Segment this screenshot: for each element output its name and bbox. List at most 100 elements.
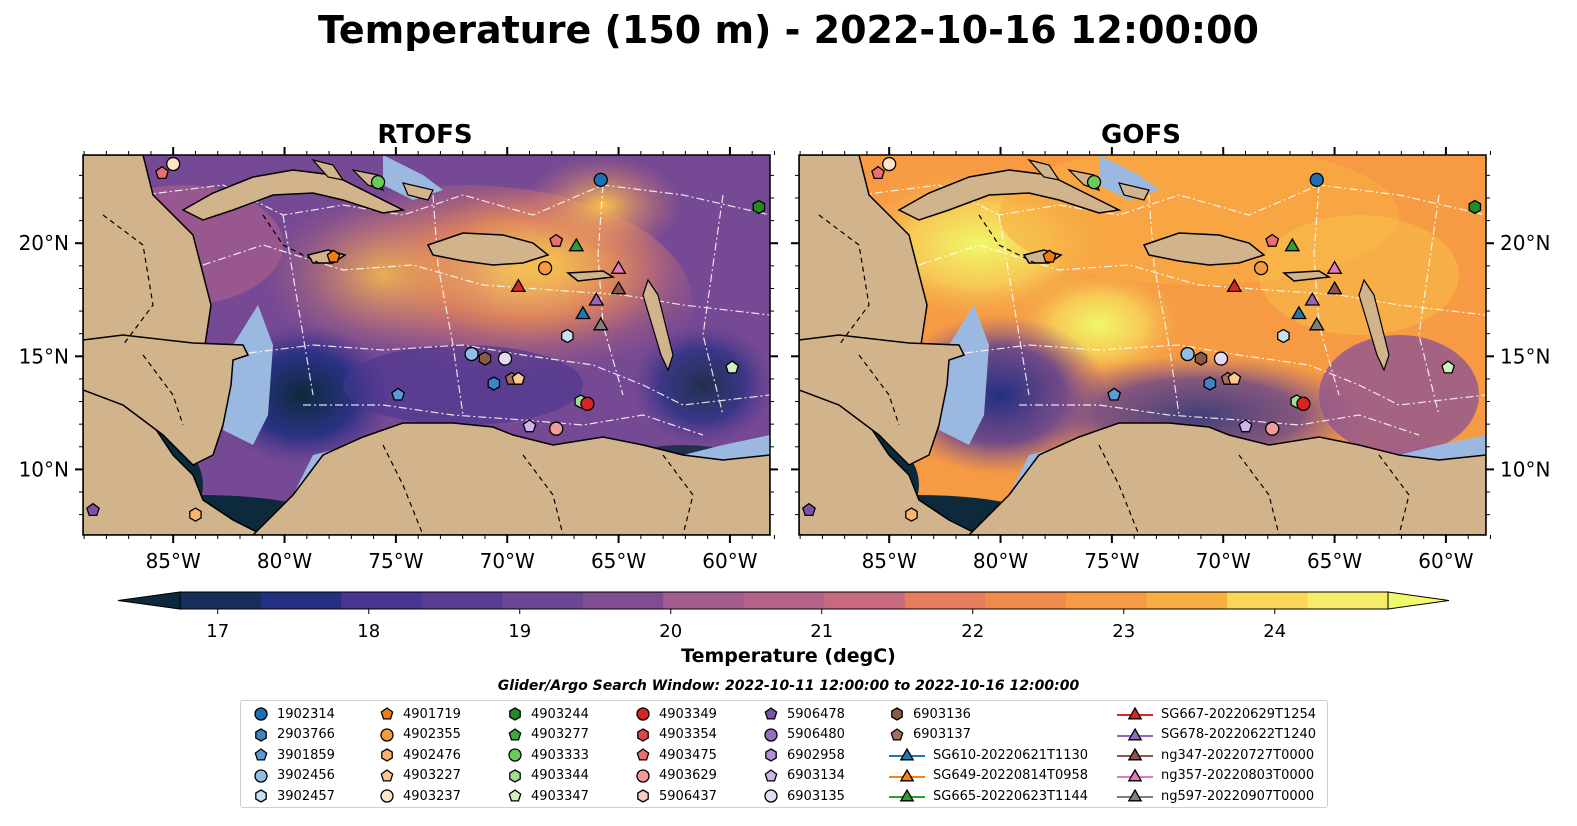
legend-entry-label: 1902314 — [277, 706, 335, 722]
legend-marker — [254, 707, 268, 721]
legend-hexagon-icon — [255, 789, 267, 803]
marker-4903237 — [166, 156, 181, 172]
colorbar-extend-min — [117, 591, 181, 610]
marker-4902355 — [537, 260, 553, 276]
legend-entry-label: 6902958 — [787, 747, 845, 763]
legend-entry-label: 4903333 — [531, 747, 589, 763]
legend-hexagon-icon — [255, 727, 267, 742]
legend-hexagon-icon — [509, 707, 521, 721]
legend-entry-label: 4903349 — [659, 706, 717, 722]
legend-title: Glider/Argo Search Window: 2022-10-11 12… — [497, 678, 1080, 694]
colorbar-bin — [743, 592, 825, 609]
lon-tick-label: 70°W — [1196, 549, 1251, 573]
legend-entry: 4903475 — [635, 745, 717, 765]
legend-circle-icon — [636, 768, 650, 783]
legend-circle-icon — [380, 789, 394, 803]
colorbar-tick-label: 17 — [206, 621, 229, 642]
legend-circle-icon — [636, 707, 650, 721]
legend-entry-label: 6903135 — [787, 788, 845, 804]
legend-pentagon-icon — [764, 707, 778, 720]
legend-entry: 1902314 — [253, 704, 335, 724]
legend-entry: 3902456 — [253, 766, 335, 786]
panel-title-rtofs: RTOFS — [377, 120, 473, 150]
legend-entry: SG678-20220622T1240 — [1117, 725, 1316, 745]
marker-3902457 — [561, 328, 574, 344]
marker-ng347-20220727T0000 — [1326, 280, 1343, 295]
legend-entry: 5906437 — [635, 786, 717, 806]
legend-hexagon-icon — [509, 768, 521, 783]
legend-entry-label: 5906480 — [787, 727, 845, 742]
legend-marker — [764, 789, 778, 803]
colorbar-bin — [582, 592, 664, 609]
legend-entry-label: 6903136 — [913, 706, 971, 722]
legend-circle-icon — [254, 707, 268, 721]
colorbar: 17 18 19 20 21 22 23 24 — [117, 591, 1450, 642]
colorbar-tick-label: 19 — [508, 621, 531, 642]
marker-4902355 — [1253, 260, 1269, 276]
legend-entry: 4902355 — [379, 725, 461, 745]
legend-entry: 3901859 — [253, 745, 335, 765]
legend-entry: 4903333 — [507, 745, 589, 765]
marker-5906478 — [86, 502, 100, 517]
marker-6903135 — [497, 351, 513, 366]
legend-entry: 6903134 — [763, 766, 845, 786]
lat-tick-label-right: 20°N — [1500, 231, 1550, 255]
legend-entry-label: SG678-20220622T1240 — [1161, 727, 1317, 742]
legend-entry-label: 5906437 — [659, 788, 717, 804]
legend-entry-label: 6903134 — [787, 768, 845, 783]
legend-entry-label: 4903347 — [531, 788, 589, 804]
legend-marker — [380, 768, 394, 782]
legend-entry-label: 3901859 — [277, 747, 335, 763]
legend-hexagon-icon — [891, 707, 903, 721]
lat-tick-label-left: 20°N — [19, 231, 69, 255]
legend-entry-label: 4902355 — [403, 727, 461, 742]
legend-marker — [255, 727, 267, 742]
legend-entry-label: 5906478 — [787, 706, 845, 722]
legend-marker — [891, 707, 903, 721]
legend-triangle-icon — [1117, 706, 1153, 720]
legend-triangle-icon — [889, 788, 925, 802]
observation-markers-right — [802, 156, 1482, 522]
colorbar-bin — [663, 592, 745, 609]
marker-4903349 — [1296, 396, 1311, 411]
marker-SG667-20220629T1254 — [1226, 278, 1243, 293]
legend-marker — [636, 748, 650, 761]
legend-entry: 5906480 — [763, 725, 845, 745]
lon-tick-label: 75°W — [1084, 549, 1139, 573]
legend-marker — [380, 727, 394, 742]
legend-entry: 4901719 — [379, 704, 461, 724]
legend-marker — [637, 789, 649, 803]
marker-6903134 — [1238, 419, 1253, 433]
marker-6903136 — [1194, 351, 1208, 366]
legend-triangle-icon — [1117, 768, 1153, 781]
legend-entry-label: 2903766 — [277, 727, 335, 742]
colorbar-bin — [985, 592, 1067, 609]
marker-4903475 — [1265, 233, 1280, 247]
legend-pentagon-icon — [636, 748, 650, 761]
marker-4903349 — [580, 396, 595, 411]
marker-4903333 — [370, 174, 386, 190]
marker-2903766 — [1203, 376, 1217, 391]
legend-marker — [1127, 788, 1143, 802]
legend-marker — [765, 748, 777, 762]
legend-entry-label: SG610-20220621T1130 — [933, 747, 1089, 763]
legend-marker — [764, 727, 778, 742]
legend-entry: 6903136 — [889, 704, 971, 724]
legend-marker — [1127, 747, 1143, 761]
colorbar-bin — [904, 592, 986, 609]
legend-hexagon-icon — [637, 789, 649, 803]
marker-4903475 — [155, 165, 169, 180]
legend-entry-label: 4901719 — [403, 706, 461, 722]
legend-entry-label: 4903475 — [659, 747, 717, 763]
marker-SG610-20220621T1130 — [575, 305, 591, 320]
marker-SG610-20220621T1130 — [1291, 305, 1307, 320]
observation-markers-left — [86, 156, 766, 522]
marker-4903244 — [1468, 199, 1482, 215]
legend-marker — [764, 768, 778, 782]
lon-tick-label: 80°W — [973, 549, 1028, 573]
legend-entry: 4903237 — [379, 786, 461, 806]
axis-ticks: 85°W 80°W 75°W 70°W 65°W 60°W 20°N 15°N 10°N 85°W… — [19, 147, 1550, 573]
legend-marker — [254, 748, 268, 761]
marker-4903227 — [511, 371, 526, 385]
